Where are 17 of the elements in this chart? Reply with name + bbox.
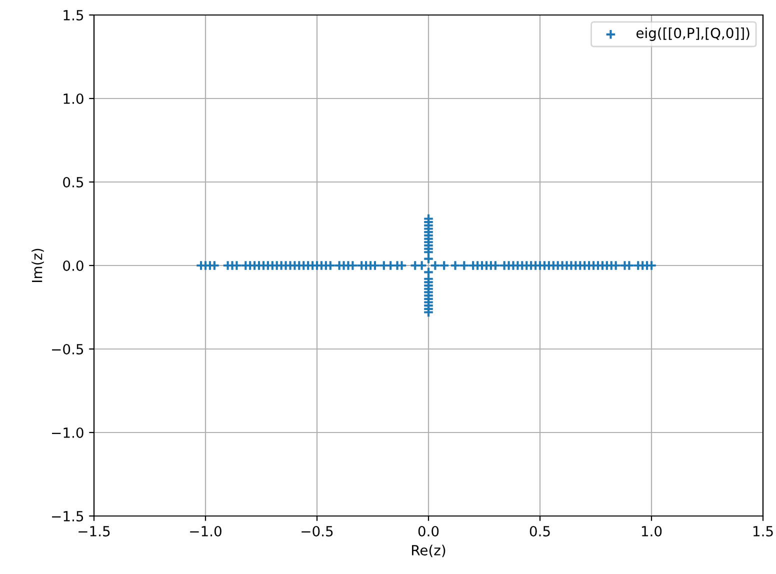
y-tick-label: 0.0	[63, 260, 84, 271]
x-axis-title: Re(z)	[412, 544, 446, 558]
legend-label: eig([[0,P],[Q,0]])	[636, 28, 750, 41]
x-tick-label: −1.5	[78, 526, 110, 536]
y-tick-label: −1.0	[52, 427, 84, 438]
y-axis-title: Im(z)	[32, 248, 44, 282]
y-tick-label: 1.0	[64, 93, 84, 104]
y-tick-label: −1.5	[52, 511, 84, 522]
x-tick-label: 1.0	[642, 526, 662, 536]
x-tick-label: −1.0	[190, 526, 222, 536]
x-tick-label: −0.5	[302, 526, 333, 536]
x-tick-label: 0.0	[418, 526, 439, 536]
y-tick-label: 1.5	[64, 10, 84, 20]
x-tick-label: 1.5	[753, 526, 773, 536]
y-tick-label: −0.5	[52, 344, 84, 354]
y-tick-label: 0.5	[63, 176, 84, 188]
x-tick-label: 0.5	[530, 526, 550, 536]
